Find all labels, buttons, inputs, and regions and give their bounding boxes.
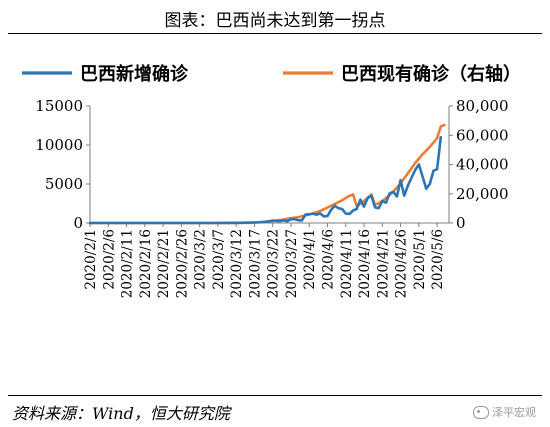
title-rule bbox=[8, 33, 542, 34]
x-tick-label: 2020/3/27 bbox=[284, 229, 300, 298]
watermark-text: 泽平宏观 bbox=[492, 406, 536, 419]
x-tick-label: 2020/4/6 bbox=[321, 229, 337, 290]
x-tick-label: 2020/4/26 bbox=[394, 229, 410, 298]
x-tick-label: 2020/2/1 bbox=[83, 229, 99, 290]
series-line-new-cases bbox=[88, 135, 443, 225]
left-tick-label: 0 bbox=[73, 214, 83, 232]
x-tick-label: 2020/2/11 bbox=[120, 229, 136, 298]
plot-area: 0 5000 10000 15000 0 20,000 40,000 60,000 80,000… bbox=[35, 97, 508, 298]
x-tick-label: 2020/5/1 bbox=[412, 229, 428, 290]
right-tick-label: 40,000 bbox=[456, 156, 509, 174]
x-tick-label: 2020/2/6 bbox=[101, 229, 117, 290]
x-tick-label: 2020/3/2 bbox=[193, 229, 209, 290]
page-title: 图表：巴西尚未达到第一拐点 bbox=[164, 11, 386, 31]
right-tick-label: 20,000 bbox=[456, 185, 509, 203]
x-tick-label: 2020/2/16 bbox=[138, 229, 154, 298]
x-tick-label: 2020/4/21 bbox=[375, 229, 391, 298]
legend-label: 巴西新增确诊 bbox=[80, 63, 189, 85]
left-tick-label: 15000 bbox=[35, 97, 83, 115]
x-tick-label: 2020/3/7 bbox=[211, 229, 227, 290]
x-tick-label: 2020/4/16 bbox=[357, 229, 373, 298]
chart: 巴西新增确诊 巴西现有确诊（右轴） 0 5000 10000 15000 0 20,000 4… bbox=[22, 63, 521, 298]
series-line-active-cases bbox=[88, 123, 446, 225]
right-tick-label: 0 bbox=[456, 214, 466, 232]
wechat-icon bbox=[473, 405, 489, 419]
x-tick-label: 2020/5/6 bbox=[430, 229, 446, 290]
x-tick-label: 2020/3/17 bbox=[247, 229, 263, 298]
legend: 巴西新增确诊 巴西现有确诊（右轴） bbox=[22, 63, 521, 85]
x-tick-label: 2020/4/11 bbox=[339, 229, 355, 298]
x-tick-label: 2020/2/21 bbox=[156, 229, 172, 298]
legend-label: 巴西现有确诊（右轴） bbox=[341, 63, 521, 85]
source-note: 资料来源：Wind，恒大研究院 bbox=[12, 404, 230, 423]
right-tick-label: 60,000 bbox=[456, 126, 509, 144]
source-rule bbox=[8, 395, 542, 396]
x-tick-label: 2020/3/22 bbox=[266, 229, 282, 298]
x-tick-label: 2020/2/26 bbox=[174, 229, 190, 298]
right-tick-label: 80,000 bbox=[456, 97, 509, 115]
x-tick-label: 2020/3/12 bbox=[229, 229, 245, 298]
watermark: 泽平宏观 bbox=[473, 404, 536, 420]
left-tick-label: 5000 bbox=[45, 175, 83, 193]
x-tick-label: 2020/4/1 bbox=[302, 229, 318, 290]
left-tick-label: 10000 bbox=[35, 136, 83, 154]
